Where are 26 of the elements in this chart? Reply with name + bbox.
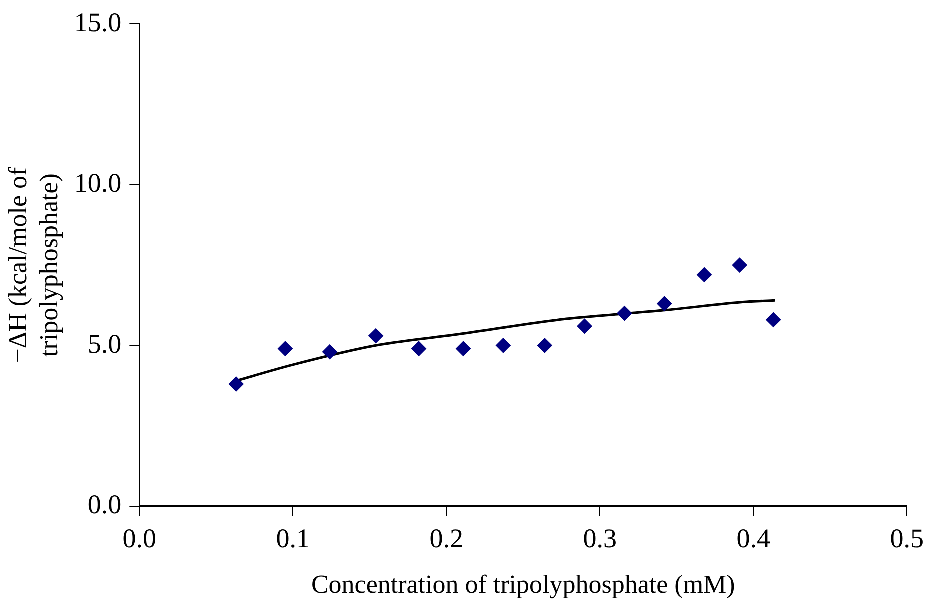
x-tick-label: 0.4 xyxy=(736,524,772,554)
x-tick-label: 0.2 xyxy=(430,524,464,554)
point xyxy=(368,328,384,344)
y-tick-label: 5.0 xyxy=(88,328,122,359)
point xyxy=(657,296,672,312)
x-tick-label: 0.3 xyxy=(583,524,618,554)
y-tick-label: 10.0 xyxy=(74,168,122,198)
y-tick-label: 15.0 xyxy=(74,7,122,38)
point xyxy=(322,344,338,360)
point xyxy=(617,306,632,322)
point xyxy=(278,341,293,356)
point xyxy=(766,312,782,328)
x-axis-title: Concentration of tripolyphosphate (mM) xyxy=(311,570,736,600)
point xyxy=(456,341,472,356)
point xyxy=(496,338,511,354)
x-tick-label: 0.5 xyxy=(890,524,924,554)
y-tick-label: 0.0 xyxy=(88,489,122,520)
point xyxy=(537,338,552,354)
x-tick-label: 0.1 xyxy=(276,524,310,554)
point xyxy=(732,258,748,273)
point xyxy=(577,318,592,334)
y-axis-title: −ΔH (kcal/mole of tripolyphosphate) xyxy=(3,166,64,364)
x-tick-label: 0.0 xyxy=(122,524,157,554)
point xyxy=(697,267,712,282)
point xyxy=(228,376,244,392)
point xyxy=(412,341,427,356)
